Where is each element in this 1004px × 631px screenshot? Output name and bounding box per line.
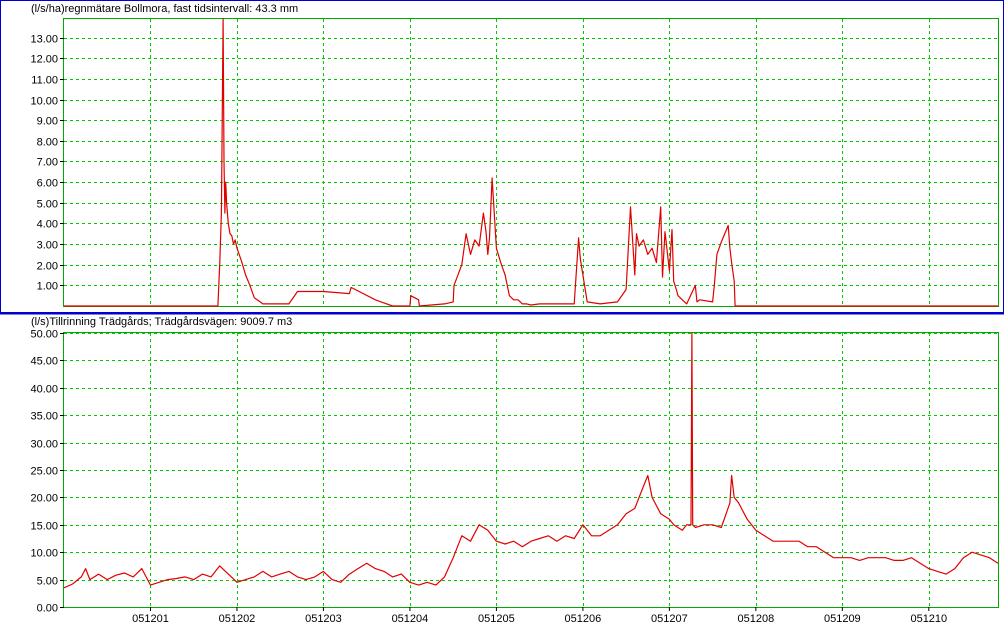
- bottom-chart-title: (l/s)Tillrinning Trädgårds; Trädgårdsväg…: [31, 316, 292, 328]
- x-tick-label: 051207: [651, 613, 688, 625]
- bottom-y-tick-label: 10.00: [30, 548, 58, 560]
- top-y-tick-label: 11.00: [31, 75, 58, 87]
- top-y-tick-label: 7.00: [37, 157, 58, 169]
- top-y-tick-label: 9.00: [37, 116, 58, 128]
- top-series-rainfall: [64, 18, 998, 307]
- bottom-y-tick-label: 15.00: [30, 521, 58, 533]
- top-y-tick-label: 12.00: [30, 54, 58, 66]
- top-y-axis: 1.00 2.00 3.00 4.00 5.00 6.00 7.00 8.00 9.00 10.0…: [30, 34, 64, 293]
- bottom-y-tick-label: 5.00: [37, 576, 58, 588]
- x-tick-label: 051209: [824, 613, 861, 625]
- bottom-y-tick-label: 30.00: [30, 439, 58, 451]
- bottom-gridlines: [64, 333, 998, 607]
- x-tick-label: 051202: [219, 613, 256, 625]
- top-chart-title: (l/s/ha)regnmätare Bollmora, fast tidsin…: [31, 3, 298, 15]
- bottom-y-tick-label: 40.00: [30, 384, 58, 396]
- top-y-tick-label: 5.00: [37, 199, 58, 211]
- x-tick-label: 051205: [478, 613, 515, 625]
- top-y-tick-label: 8.00: [37, 137, 58, 149]
- top-series-line: [64, 18, 998, 307]
- bottom-y-tick-label: 25.00: [30, 466, 58, 478]
- top-y-tick-label: 2.00: [37, 261, 58, 273]
- bottom-y-tick-label: 50.00: [30, 329, 58, 341]
- top-y-tick-label: 3.00: [37, 240, 58, 252]
- x-axis: 051201 051202 051203 051204 051205 051206 0512…: [132, 607, 947, 625]
- top-y-tick-label: 1.00: [37, 281, 58, 293]
- bottom-y-axis: 0.00 5.00 10.00 15.00 20.00 25.00 30.00 35.00 40…: [30, 329, 64, 615]
- x-tick-label: 051203: [305, 613, 342, 625]
- top-y-tick-label: 13.00: [30, 34, 58, 46]
- bottom-y-tick-label: 0.00: [37, 603, 58, 615]
- x-tick-label: 051201: [132, 613, 169, 625]
- x-tick-label: 051204: [392, 613, 429, 625]
- top-y-tick-label: 10.00: [30, 96, 58, 108]
- top-plot-area: [63, 18, 999, 307]
- bottom-y-tick-label: 45.00: [30, 356, 58, 368]
- bottom-series-line: [63, 332, 999, 589]
- x-tick-label: 051206: [565, 613, 602, 625]
- top-y-tick-label: 6.00: [37, 178, 58, 190]
- x-tick-label: 051208: [737, 613, 774, 625]
- bottom-y-tick-label: 20.00: [30, 493, 58, 505]
- top-y-tick-label: 4.00: [37, 219, 58, 231]
- bottom-y-tick-label: 35.00: [30, 411, 58, 423]
- bottom-series-inflow: [63, 332, 999, 589]
- x-tick-label: 051210: [910, 613, 947, 625]
